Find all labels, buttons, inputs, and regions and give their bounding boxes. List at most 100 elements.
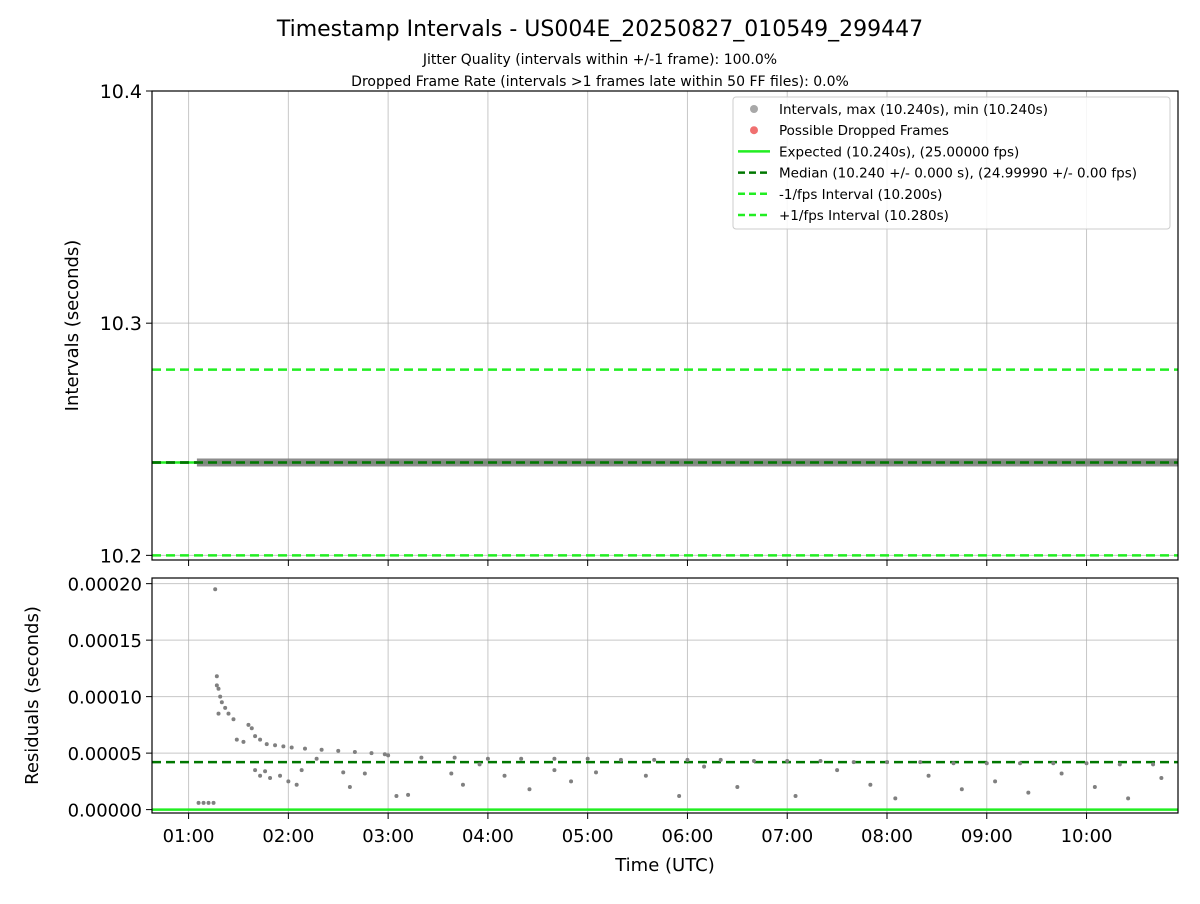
residual-point (206, 800, 211, 805)
x-tick-label: 09:00 (961, 826, 1013, 847)
residual-point (951, 761, 956, 766)
residual-point (926, 773, 931, 778)
legend-marker (750, 105, 758, 113)
residual-point (213, 587, 218, 592)
residual-point (201, 800, 206, 805)
residual-point (552, 756, 557, 761)
residual-point (569, 779, 574, 784)
residual-point (1059, 771, 1064, 776)
chart-subtitle-dropped: Dropped Frame Rate (intervals >1 frames … (351, 74, 849, 90)
y-axis-label: Residuals (seconds) (22, 606, 43, 785)
residual-point (993, 779, 998, 784)
x-axis-label: Time (UTC) (614, 855, 715, 876)
residual-point (216, 711, 221, 716)
residual-point (918, 760, 923, 765)
residual-point (294, 782, 299, 787)
residual-point (1051, 761, 1056, 766)
residual-point (253, 734, 258, 739)
residual-point (1018, 761, 1023, 766)
residual-point (618, 757, 623, 762)
residual-point (219, 700, 224, 705)
residual-point (241, 739, 246, 744)
residual-point (485, 756, 490, 761)
residual-point (449, 771, 454, 776)
intervals-panel: 10.2 10.3 10.4 Intervals (seconds) Intervals… (62, 81, 1179, 567)
x-tick-label: 05:00 (562, 826, 614, 847)
residual-point (286, 779, 291, 784)
residual-point (216, 686, 221, 691)
residual-point (214, 674, 219, 679)
y-tick-label: 0.00005 (68, 744, 142, 765)
chart-subtitle-jitter: Jitter Quality (intervals within +/-1 fr… (422, 52, 777, 68)
residual-point (258, 737, 263, 742)
residual-point (352, 749, 357, 754)
residual-point (527, 787, 532, 792)
residual-point (851, 760, 856, 765)
residual-point (406, 792, 411, 797)
residual-point (386, 753, 391, 758)
residual-point (1159, 775, 1164, 780)
residual-point (369, 751, 374, 756)
residual-point (299, 768, 304, 773)
residual-point (585, 756, 590, 761)
residual-point (214, 683, 219, 688)
x-tick-label: 04:00 (462, 826, 514, 847)
residual-point (223, 705, 228, 710)
residual-point (347, 785, 352, 790)
chart-title: Timestamp Intervals - US004E_20250827_01… (276, 17, 923, 42)
y-tick-label: 0.00000 (68, 801, 142, 822)
residual-point (502, 773, 507, 778)
residual-point (793, 794, 798, 799)
residual-point (362, 771, 367, 776)
residual-point (246, 722, 251, 727)
residual-point (735, 785, 740, 790)
y-axis-label: Intervals (seconds) (62, 240, 83, 412)
residual-point (452, 755, 457, 760)
residual-point (341, 770, 346, 775)
legend-label: Median (10.240 +/- 0.000 s), (24.99990 +… (779, 166, 1137, 182)
residual-point (234, 737, 239, 742)
residual-point (314, 756, 319, 761)
residual-point (818, 759, 823, 764)
y-tick-label: 10.3 (100, 313, 142, 335)
legend-label: Expected (10.240s), (25.00000 fps) (779, 144, 1019, 160)
residual-point (1026, 790, 1031, 795)
residual-point (382, 752, 387, 757)
residual-point (893, 796, 898, 801)
x-tick-label: 01:00 (163, 826, 215, 847)
x-tick-label: 03:00 (362, 826, 414, 847)
residual-point (1092, 785, 1097, 790)
legend-label: Possible Dropped Frames (779, 123, 949, 139)
residual-point (959, 787, 964, 792)
residual-point (196, 800, 201, 805)
y-tick-label: 0.00010 (68, 688, 142, 709)
legend-label: +1/fps Interval (10.280s) (779, 208, 949, 224)
residual-point (289, 745, 294, 750)
y-tick-label: 0.00015 (68, 631, 142, 652)
residual-point (519, 756, 524, 761)
residual-point (652, 757, 657, 762)
residual-point (884, 760, 889, 765)
legend-label: Intervals, max (10.240s), min (10.240s) (779, 102, 1048, 118)
y-tick-label: 10.4 (100, 81, 142, 103)
residual-point (226, 711, 231, 716)
legend-marker (750, 126, 758, 135)
residual-point (263, 769, 268, 774)
residual-point (281, 744, 286, 749)
axes-frame (151, 577, 1179, 814)
residual-point (218, 694, 223, 699)
residual-point (685, 757, 690, 762)
residual-point (336, 748, 341, 753)
legend-box (732, 96, 1171, 230)
residual-point (835, 768, 840, 773)
residual-point (258, 773, 263, 778)
residual-point (211, 800, 216, 805)
residual-point (1151, 762, 1156, 767)
residual-point (264, 742, 269, 747)
residual-point (593, 770, 598, 775)
legend-label: -1/fps Interval (10.200s) (779, 187, 942, 203)
residual-point (268, 775, 273, 780)
residual-point (460, 782, 465, 787)
